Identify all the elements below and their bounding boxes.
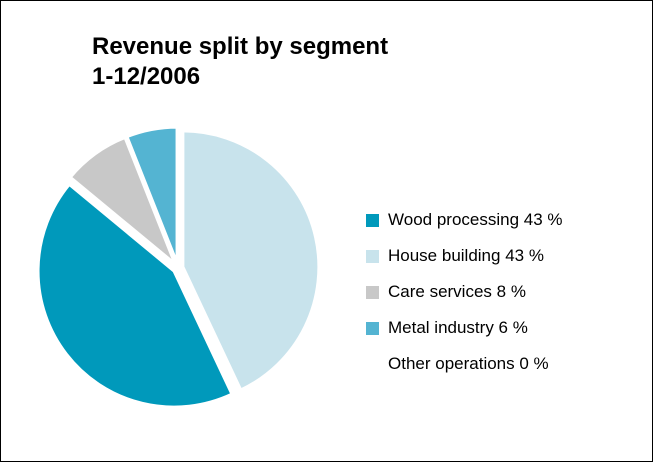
pie-slice-house-building [181, 129, 321, 392]
pie-slice-care-services [68, 135, 177, 266]
legend-label: House building 43 % [388, 246, 544, 265]
legend-label: Metal industry 6 % [388, 318, 528, 337]
legend-swatch [366, 285, 379, 299]
legend-swatch [366, 357, 379, 371]
legend-label: Care services 8 % [388, 282, 526, 301]
legend-swatch [366, 321, 379, 335]
chart-legend: Wood processing 43 % House building 43 % C… [366, 202, 563, 382]
chart-title: Revenue split by segment 1-12/2006 [92, 32, 388, 92]
legend-item-wood-processing: Wood processing 43 % [366, 202, 563, 238]
legend-label: Other operations 0 % [388, 354, 549, 373]
chart-title-line1: Revenue split by segment [92, 33, 389, 60]
legend-item-house-building: House building 43 % [366, 238, 563, 274]
legend-item-other-operations: Other operations 0 % [366, 346, 563, 382]
legend-swatch [366, 213, 379, 227]
pie-slice-wood-processing [36, 182, 234, 409]
legend-label: Wood processing 43 % [388, 210, 563, 229]
legend-item-metal-industry: Metal industry 6 % [366, 310, 563, 346]
legend-item-care-services: Care services 8 % [366, 274, 563, 310]
pie-slice-metal-industry [125, 125, 179, 264]
legend-swatch [366, 249, 379, 263]
chart-title-line2: 1-12/2006 [92, 63, 201, 90]
